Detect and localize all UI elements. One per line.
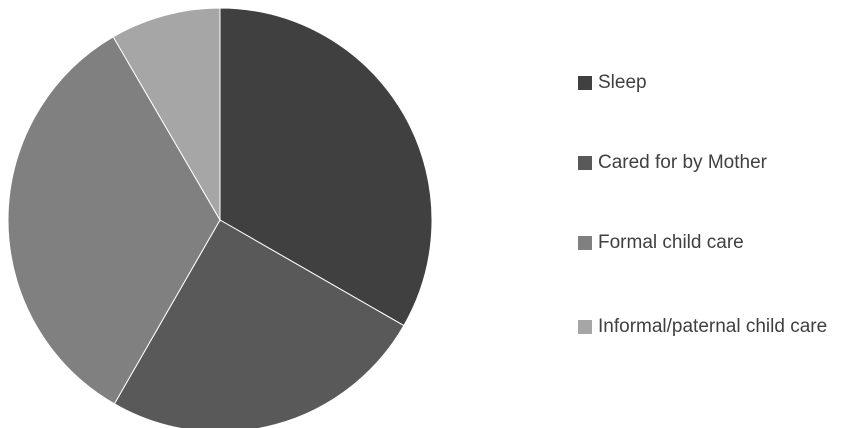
legend-swatch-informal-paternal-child-care xyxy=(578,320,592,334)
pie-slice-informal-paternal-child-care xyxy=(112,7,221,222)
legend-swatch-sleep xyxy=(578,76,592,90)
pie-slice-formal-child-care xyxy=(7,36,221,405)
legend-item-informal-paternal-child-care: Informal/paternal child care xyxy=(578,314,848,339)
legend-label-formal-child-care: Formal child care xyxy=(598,232,744,253)
legend-item-formal-child-care: Formal child care xyxy=(578,230,848,255)
legend: Sleep Cared for by Mother Formal child c… xyxy=(578,0,848,428)
legend-label-informal-paternal-child-care: Informal/paternal child care xyxy=(598,316,828,337)
legend-swatch-formal-child-care xyxy=(578,236,592,250)
legend-label-sleep: Sleep xyxy=(598,72,647,93)
legend-swatch-cared-for-by-mother xyxy=(578,156,592,170)
pie-slice-sleep xyxy=(219,7,433,327)
legend-label-cared-for-by-mother: Cared for by Mother xyxy=(598,152,767,173)
legend-item-sleep: Sleep xyxy=(578,70,848,95)
legend-item-cared-for-by-mother: Cared for by Mother xyxy=(578,150,848,175)
pie-slice-cared-for-by-mother xyxy=(113,219,405,428)
